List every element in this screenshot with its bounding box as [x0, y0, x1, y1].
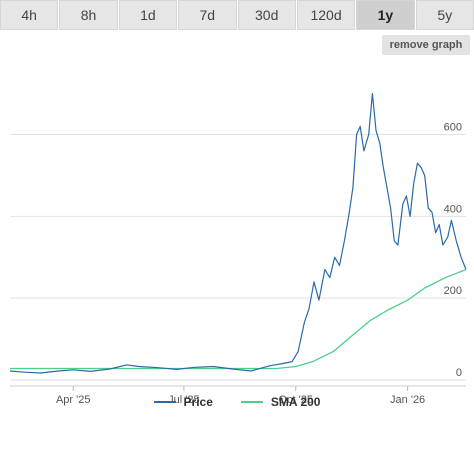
legend-label: Price	[183, 395, 213, 409]
range-tab-5y[interactable]: 5y	[415, 0, 474, 30]
y-tick-label: 400	[444, 203, 462, 215]
y-tick-label: 0	[456, 367, 462, 379]
x-tick-label: Apr '25	[56, 394, 91, 406]
legend-label: SMA 200	[270, 395, 321, 409]
range-tab-4h[interactable]: 4h	[0, 0, 59, 30]
y-tick-label: 600	[444, 122, 462, 134]
range-tab-30d[interactable]: 30d	[237, 0, 296, 30]
range-tab-bar: 4h 8h 1d 7d 30d 120d 1y 5y	[0, 0, 474, 30]
x-tick-label: Jan '26	[390, 394, 425, 406]
chart-series	[9, 93, 467, 374]
price-series-line	[9, 93, 467, 374]
range-tab-8h[interactable]: 8h	[59, 0, 118, 30]
remove-graph-button[interactable]: remove graph	[382, 35, 470, 55]
legend-swatch	[153, 401, 176, 403]
chart-grid	[10, 134, 466, 381]
range-tab-7d[interactable]: 7d	[178, 0, 237, 30]
chart-legend: Price SMA 200	[0, 392, 474, 412]
legend-item-price[interactable]: Price	[153, 395, 213, 409]
range-tab-1d[interactable]: 1d	[118, 0, 178, 30]
x-axis: Apr '25 Jul '25 Oct '25 Jan '26	[10, 385, 466, 406]
range-tab-120d[interactable]: 120d	[296, 0, 356, 30]
x-tick-label: Jul '25	[168, 394, 199, 406]
y-tick-label: 200	[444, 285, 462, 297]
legend-swatch	[240, 401, 263, 403]
legend-item-sma-200[interactable]: SMA 200	[240, 395, 321, 409]
sma-200-series-line	[10, 268, 467, 370]
range-tab-1y[interactable]: 1y	[356, 0, 415, 30]
x-tick-label: Oct '25	[279, 394, 314, 406]
y-axis-ticks: 0 200 400 600	[444, 122, 462, 379]
